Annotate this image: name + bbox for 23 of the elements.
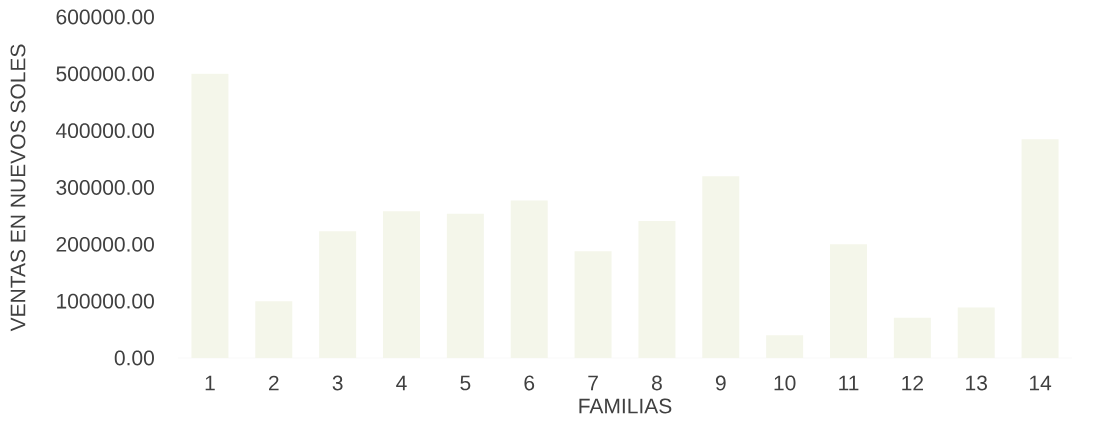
x-tick-label: 13 bbox=[966, 375, 987, 391]
y-tick-label: 600000.00 bbox=[56, 9, 154, 25]
y-axis-title: VENTAS EN NUEVOS SOLES bbox=[10, 44, 26, 332]
y-tick-label: 400000.00 bbox=[56, 123, 154, 139]
x-tick-label: 10 bbox=[774, 375, 796, 391]
x-tick-label: 1 bbox=[205, 375, 215, 391]
y-tick-label: 300000.00 bbox=[56, 180, 154, 195]
x-tick-label: 6 bbox=[524, 375, 535, 391]
x-tick-label: 7 bbox=[588, 375, 598, 391]
y-tick-label: 100000.00 bbox=[57, 293, 154, 309]
y-tick-label: 500000.00 bbox=[56, 66, 154, 82]
x-tick-label: 8 bbox=[652, 375, 662, 391]
x-axis-title: FAMILIAS bbox=[579, 398, 672, 414]
x-tick-label: 12 bbox=[902, 375, 923, 391]
x-tick-label: 3 bbox=[332, 375, 343, 391]
x-tick-label: 9 bbox=[715, 375, 726, 391]
x-tick-label: 5 bbox=[460, 375, 471, 391]
x-tick-label: 2 bbox=[269, 375, 279, 391]
y-tick-label: 200000.00 bbox=[56, 236, 154, 252]
x-tick-label: 11 bbox=[839, 375, 859, 391]
y-tick-label: 0.00 bbox=[114, 350, 154, 366]
x-tick-label: 14 bbox=[1030, 375, 1052, 391]
x-tick-label: 4 bbox=[396, 375, 407, 391]
